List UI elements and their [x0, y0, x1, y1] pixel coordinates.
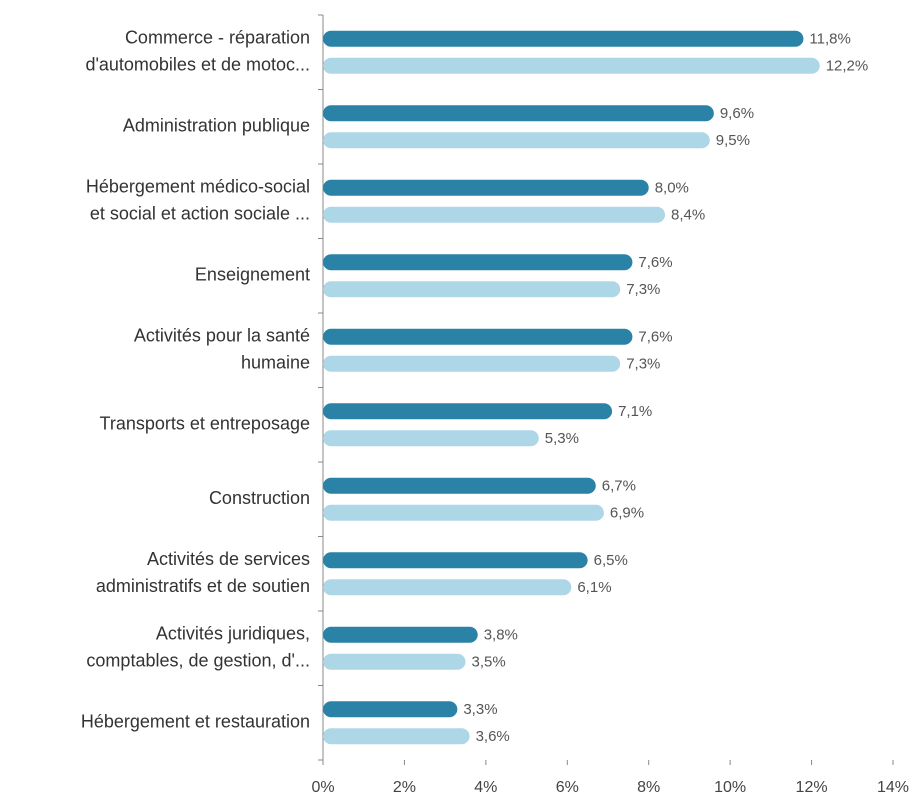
category-label: comptables, de gestion, d'... — [86, 651, 310, 671]
bar — [323, 504, 604, 521]
value-label: 3,3% — [463, 701, 497, 718]
bar — [323, 477, 596, 494]
value-label: 9,6% — [720, 105, 754, 122]
category-label: Enseignement — [195, 265, 310, 285]
category-label: Hébergement médico-social — [86, 177, 310, 197]
category-label: Transports et entreposage — [100, 414, 310, 434]
bar — [323, 105, 714, 122]
value-label: 6,5% — [594, 552, 628, 569]
bar — [323, 728, 470, 745]
x-tick-label: 4% — [474, 779, 497, 796]
bar — [323, 403, 613, 420]
bar — [323, 179, 649, 196]
value-label: 7,6% — [638, 329, 672, 346]
bar — [323, 206, 665, 223]
category-label: Activités de services — [147, 549, 310, 569]
value-label: 3,8% — [484, 627, 518, 644]
x-tick-label: 6% — [556, 779, 579, 796]
bar — [323, 254, 633, 271]
x-tick-label: 12% — [796, 779, 828, 796]
category-label: Activités pour la santé — [134, 326, 310, 346]
value-label: 7,6% — [638, 254, 672, 271]
x-tick-label: 0% — [311, 779, 334, 796]
value-label: 8,0% — [655, 180, 689, 197]
category-label: et social et action sociale ... — [90, 204, 310, 224]
value-label: 12,2% — [826, 58, 869, 75]
value-label: 8,4% — [671, 207, 705, 224]
category-label: Hébergement et restauration — [81, 712, 310, 732]
bar — [323, 132, 710, 149]
x-tick-label: 14% — [877, 779, 909, 796]
bar — [323, 552, 588, 569]
bar — [323, 579, 572, 596]
bar — [323, 701, 458, 718]
bar — [323, 430, 539, 447]
bar — [323, 57, 820, 74]
category-label: humaine — [241, 353, 310, 373]
value-label: 5,3% — [545, 430, 579, 447]
value-label: 6,9% — [610, 505, 644, 522]
value-label: 3,6% — [476, 728, 510, 745]
value-label: 6,7% — [602, 478, 636, 495]
value-label: 3,5% — [472, 654, 506, 671]
bar — [323, 328, 633, 345]
category-label: administratifs et de soutien — [96, 576, 310, 596]
category-label: Construction — [209, 488, 310, 508]
value-label: 6,1% — [577, 579, 611, 596]
x-tick-label: 8% — [637, 779, 660, 796]
value-label: 11,8% — [809, 31, 850, 48]
value-label: 7,3% — [626, 281, 660, 298]
bar — [323, 626, 478, 643]
category-label: Activités juridiques, — [156, 624, 310, 644]
category-label: Administration publique — [123, 116, 310, 136]
bar — [323, 653, 466, 670]
bar — [323, 30, 804, 47]
x-tick-label: 10% — [714, 779, 746, 796]
category-label: d'automobiles et de motoc... — [85, 55, 310, 75]
bar — [323, 355, 621, 372]
x-tick-label: 2% — [393, 779, 416, 796]
value-label: 7,1% — [618, 403, 652, 420]
bar — [323, 281, 621, 298]
value-label: 7,3% — [626, 356, 660, 373]
value-label: 9,5% — [716, 132, 750, 149]
category-label: Commerce - réparation — [125, 28, 310, 48]
